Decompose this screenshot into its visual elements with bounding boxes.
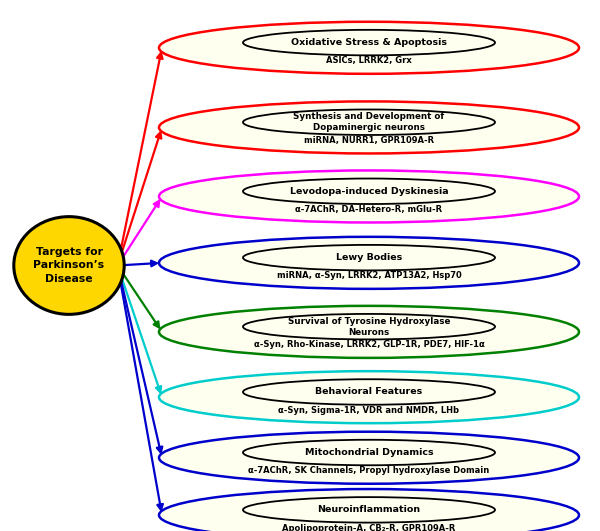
Text: miRNA, NURR1, GPR109A-R: miRNA, NURR1, GPR109A-R	[304, 136, 434, 145]
Text: α-Syn, Rho-Kinase, LRRK2, GLP-1R, PDE7, HIF-1α: α-Syn, Rho-Kinase, LRRK2, GLP-1R, PDE7, …	[254, 340, 484, 349]
Text: Levodopa-induced Dyskinesia: Levodopa-induced Dyskinesia	[290, 187, 448, 196]
Text: Neuroinflammation: Neuroinflammation	[317, 506, 421, 515]
Ellipse shape	[159, 432, 579, 484]
Circle shape	[14, 217, 124, 314]
Text: α-7AChR, DA-Hetero-R, mGlu-R: α-7AChR, DA-Hetero-R, mGlu-R	[295, 205, 443, 214]
Text: Oxidative Stress & Apoptosis: Oxidative Stress & Apoptosis	[291, 38, 447, 47]
Text: Survival of Tyrosine Hydroxylase
Neurons: Survival of Tyrosine Hydroxylase Neurons	[288, 316, 450, 337]
Ellipse shape	[243, 497, 495, 523]
Ellipse shape	[243, 109, 495, 135]
Text: ASICs, LRRK2, Grx: ASICs, LRRK2, Grx	[326, 56, 412, 65]
Ellipse shape	[159, 170, 579, 222]
Ellipse shape	[159, 237, 579, 289]
Ellipse shape	[159, 371, 579, 423]
Ellipse shape	[159, 101, 579, 153]
Ellipse shape	[243, 440, 495, 465]
Ellipse shape	[243, 379, 495, 405]
Text: α-7AChR, SK Channels, Propyl hydroxylase Domain: α-7AChR, SK Channels, Propyl hydroxylase…	[248, 466, 490, 475]
Text: Lewy Bodies: Lewy Bodies	[336, 253, 402, 262]
Ellipse shape	[159, 489, 579, 531]
Ellipse shape	[243, 314, 495, 339]
Ellipse shape	[243, 245, 495, 270]
Text: Apolipoprotein-A, CB₂-R, GPR109A-R: Apolipoprotein-A, CB₂-R, GPR109A-R	[283, 524, 455, 531]
Text: Mitochondrial Dynamics: Mitochondrial Dynamics	[305, 448, 433, 457]
Text: miRNA, α-Syn, LRRK2, ATP13A2, Hsp70: miRNA, α-Syn, LRRK2, ATP13A2, Hsp70	[277, 271, 461, 280]
Text: α-Syn, Sigma-1R, VDR and NMDR, LHb: α-Syn, Sigma-1R, VDR and NMDR, LHb	[278, 406, 460, 415]
Ellipse shape	[243, 30, 495, 55]
Text: Targets for
Parkinson’s
Disease: Targets for Parkinson’s Disease	[34, 247, 104, 284]
Text: Behavioral Features: Behavioral Features	[316, 388, 422, 397]
Ellipse shape	[159, 22, 579, 74]
Ellipse shape	[159, 306, 579, 358]
Ellipse shape	[243, 178, 495, 204]
Text: Synthesis and Development of
Dopaminergic neurons: Synthesis and Development of Dopaminergi…	[293, 112, 445, 132]
